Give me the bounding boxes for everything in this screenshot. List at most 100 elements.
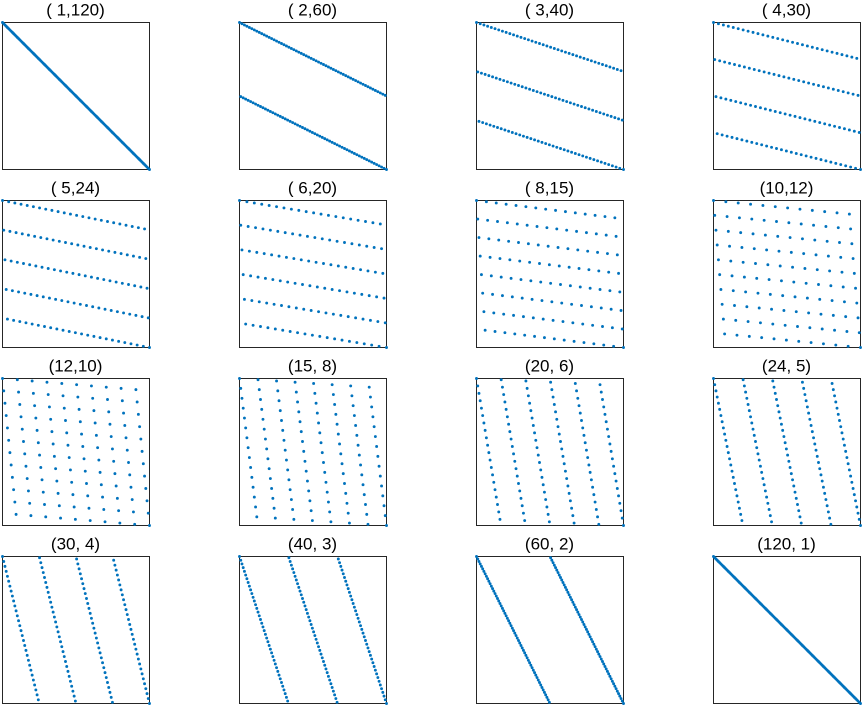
point <box>120 399 124 403</box>
point <box>62 406 66 410</box>
point <box>819 158 823 162</box>
point <box>851 486 855 490</box>
point <box>115 310 119 314</box>
point <box>355 153 359 157</box>
point <box>52 615 56 619</box>
point <box>620 516 624 520</box>
point <box>261 227 265 231</box>
point <box>268 477 272 481</box>
point <box>494 76 498 80</box>
point <box>310 130 314 134</box>
point <box>30 673 34 677</box>
point <box>573 151 577 155</box>
point <box>524 205 528 209</box>
point <box>291 567 295 571</box>
point <box>383 321 387 325</box>
point <box>544 693 548 697</box>
point <box>815 46 819 50</box>
point <box>783 323 787 327</box>
point <box>296 582 300 586</box>
point <box>289 498 293 502</box>
point <box>239 223 243 227</box>
point <box>241 566 245 570</box>
point <box>839 163 843 167</box>
point <box>582 433 586 437</box>
point <box>736 500 740 504</box>
point <box>383 93 387 97</box>
point <box>25 477 29 481</box>
point <box>71 271 75 275</box>
point <box>92 334 96 338</box>
point <box>357 453 361 457</box>
point <box>25 653 29 657</box>
point <box>324 667 328 671</box>
point <box>341 216 345 220</box>
point <box>64 660 67 663</box>
point <box>60 299 64 303</box>
point <box>245 577 249 581</box>
point <box>561 580 565 584</box>
point <box>366 522 370 526</box>
point <box>357 243 361 247</box>
point <box>261 417 265 421</box>
point <box>110 338 114 342</box>
point <box>851 92 855 96</box>
point <box>123 603 127 607</box>
point <box>373 668 377 672</box>
point <box>329 682 333 686</box>
point <box>749 415 753 419</box>
point <box>604 233 608 237</box>
point <box>730 469 734 473</box>
point <box>594 109 598 113</box>
point <box>803 117 807 121</box>
point <box>140 672 144 676</box>
point <box>565 228 569 232</box>
point <box>534 673 538 677</box>
point <box>718 273 722 277</box>
point <box>375 444 379 448</box>
point <box>497 510 501 514</box>
point <box>547 520 551 524</box>
subplot-title: ( 1,120) <box>46 0 105 19</box>
point <box>566 149 570 153</box>
point <box>828 516 832 520</box>
point <box>115 573 119 577</box>
point <box>776 234 780 238</box>
point <box>20 634 24 638</box>
point <box>39 465 43 469</box>
point <box>29 292 33 296</box>
point <box>597 61 601 65</box>
point <box>273 516 277 520</box>
point <box>578 285 582 289</box>
point <box>263 107 267 111</box>
point <box>749 202 753 206</box>
point <box>361 483 365 487</box>
subplot: (10,12) <box>712 178 862 349</box>
point <box>19 415 23 419</box>
point <box>98 336 102 340</box>
point <box>108 422 112 426</box>
point <box>3 401 7 405</box>
point <box>615 689 619 693</box>
point <box>39 561 43 565</box>
point <box>385 346 388 349</box>
point <box>113 472 117 476</box>
point <box>584 155 588 159</box>
point <box>778 416 782 420</box>
point <box>859 346 862 349</box>
point <box>498 77 502 81</box>
point <box>259 325 262 328</box>
point <box>477 391 481 395</box>
point <box>304 608 308 612</box>
point <box>573 381 577 385</box>
point <box>484 200 488 204</box>
point <box>367 650 371 654</box>
point <box>112 558 116 562</box>
point <box>602 112 606 116</box>
point <box>776 37 780 41</box>
point <box>599 160 603 164</box>
point <box>519 35 523 39</box>
point <box>619 308 623 312</box>
point <box>720 133 724 137</box>
point <box>514 132 518 136</box>
